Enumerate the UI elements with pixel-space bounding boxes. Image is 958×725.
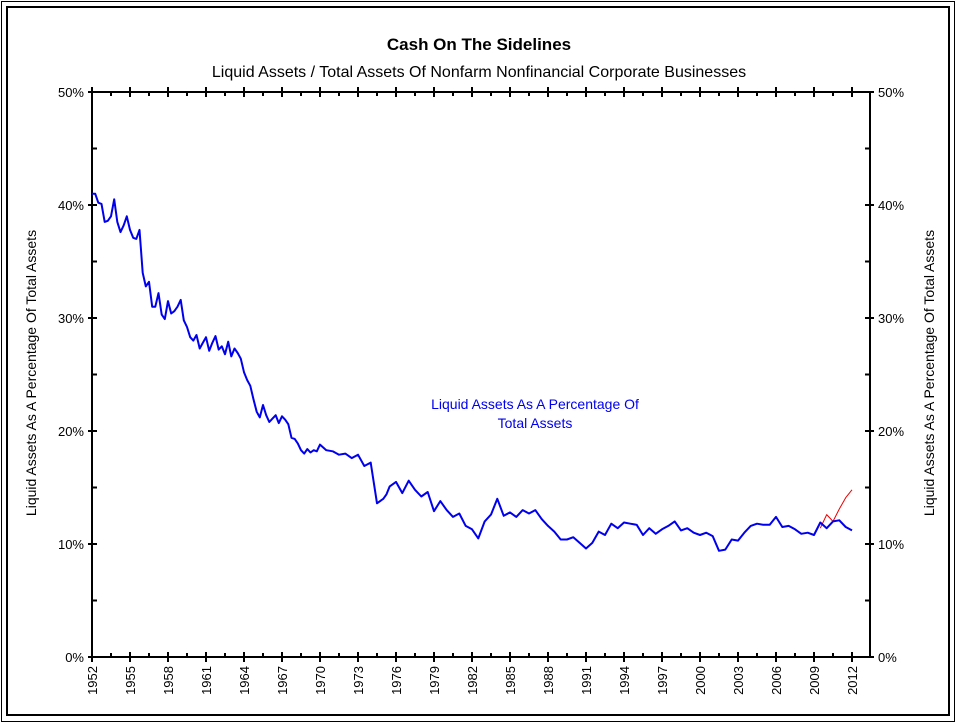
y-tick-label-right: 30% (878, 311, 904, 326)
x-tick-label: 1985 (503, 666, 518, 695)
y-axis-label-left: Liquid Assets As A Percentage Of Total A… (23, 230, 39, 516)
y-axis-label-right: Liquid Assets As A Percentage Of Total A… (921, 230, 937, 516)
axes: 0% 0% 10% 10% 20% 20% 30% 30% 40% 40% 50% 50% 1952 19… (58, 85, 904, 695)
x-tick-label: 1988 (541, 666, 556, 695)
x-tick-label: 1964 (237, 666, 252, 695)
series-group (91, 192, 853, 552)
y-tick-label-right: 0% (878, 650, 897, 665)
y-tick-label-left: 40% (58, 198, 84, 213)
y-tick-label-left: 20% (58, 424, 84, 439)
x-tick-label: 1958 (161, 666, 176, 695)
x-tick-label: 2006 (769, 666, 784, 695)
x-tick-label: 2012 (845, 666, 860, 695)
y-tick-label-right: 10% (878, 537, 904, 552)
y-tick-label-left: 50% (58, 85, 84, 100)
y-tick-label-right: 50% (878, 85, 904, 100)
x-tick-label: 1961 (199, 666, 214, 695)
x-tick-label: 2000 (693, 666, 708, 695)
y-tick-label-right: 20% (878, 424, 904, 439)
x-tick-label: 1967 (275, 666, 290, 695)
chart-frame (6, 6, 950, 716)
x-tick-label: 1976 (389, 666, 404, 695)
chart-subtitle: Liquid Assets / Total Assets Of Nonfarm … (212, 64, 746, 81)
y-tick-label-right: 40% (878, 198, 904, 213)
x-tick-label: 1982 (465, 666, 480, 695)
x-tick-label: 1997 (655, 666, 670, 695)
liquid-assets-line (92, 192, 853, 552)
x-tick-label: 1979 (427, 666, 442, 695)
x-tick-label: 1994 (617, 666, 632, 695)
revised-series-line (819, 489, 853, 529)
y-tick-label-left: 10% (58, 537, 84, 552)
x-tick-label: 2009 (807, 666, 822, 695)
y-tick-label-left: 0% (65, 650, 84, 665)
x-tick-label: 1970 (313, 666, 328, 695)
series-annotation-line2: Total Assets (498, 415, 573, 431)
chart-title: Cash On The Sidelines (387, 35, 571, 54)
series-annotation-line1: Liquid Assets As A Percentage Of (431, 396, 639, 412)
y-tick-label-left: 30% (58, 311, 84, 326)
x-tick-label: 1952 (85, 666, 100, 695)
x-tick-label: 1991 (579, 666, 594, 695)
x-tick-label: 1955 (123, 666, 138, 695)
x-tick-label: 1973 (351, 666, 366, 695)
x-tick-label: 2003 (731, 666, 746, 695)
